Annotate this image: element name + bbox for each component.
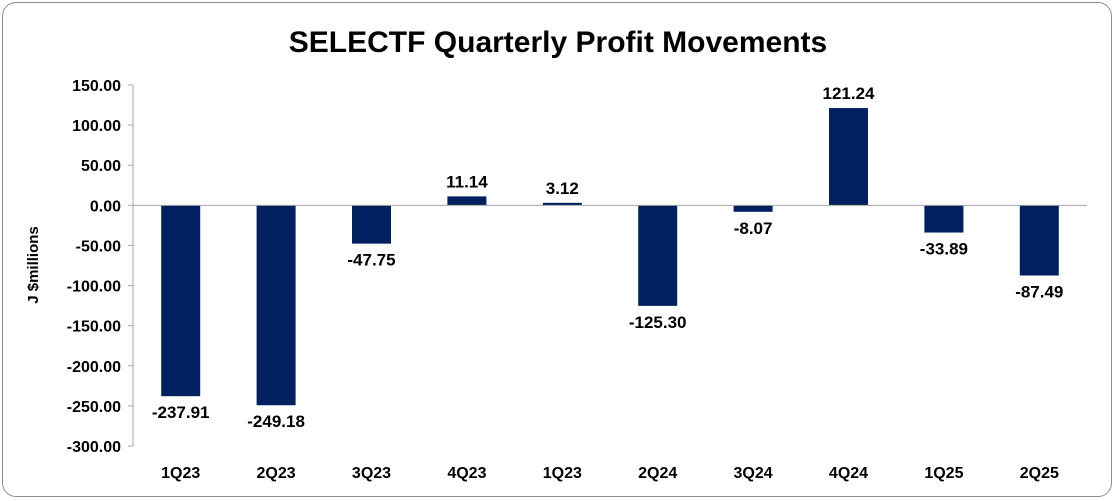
data-label-8: 121.24 — [823, 84, 876, 103]
x-tick-label-2: 2Q23 — [257, 465, 296, 482]
x-tick-label-4: 4Q23 — [447, 465, 486, 482]
y-axis: 150.00 100.00 50.00 0.00 -50.00 -100.00 -150.0… — [67, 78, 134, 456]
bar-2 — [256, 205, 296, 406]
bars: -237.91 -249.18 -47.75 11.14 3.12 -125.30 -8.0… — [152, 84, 1064, 431]
y-tick-label: -300.00 — [67, 439, 121, 456]
y-tick-label: -50.00 — [76, 238, 121, 255]
bar-8 — [829, 108, 868, 206]
data-label-10: -87.49 — [1015, 283, 1063, 302]
y-tick-label: -250.00 — [67, 399, 121, 416]
y-tick-label: 0.00 — [90, 198, 121, 215]
bar-4 — [447, 196, 487, 206]
data-label-4: 11.14 — [446, 172, 488, 191]
y-tick-label: -100.00 — [67, 279, 121, 296]
x-tick-label-10: 2Q25 — [1020, 465, 1059, 482]
data-label-2: -249.18 — [247, 412, 305, 431]
bar-9 — [924, 205, 964, 233]
data-label-5: 3.12 — [546, 179, 579, 198]
x-tick-label-3: 3Q23 — [352, 465, 391, 482]
bar-6 — [638, 205, 678, 306]
x-tick-label-6: 2Q24 — [638, 465, 677, 482]
data-label-3: -47.75 — [347, 251, 395, 270]
x-tick-label-1: 1Q23 — [161, 465, 200, 482]
y-axis-label: J $millions — [25, 226, 42, 304]
x-tick-label-5: 1Q23 — [543, 465, 582, 482]
y-tick-label: 100.00 — [72, 118, 121, 135]
data-label-9: -33.89 — [920, 240, 968, 259]
y-tick-label: 50.00 — [81, 158, 121, 175]
y-tick-label: -200.00 — [67, 359, 121, 376]
x-tick-label-7: 3Q24 — [734, 465, 773, 482]
data-label-7: -8.07 — [734, 219, 773, 238]
x-tick-label-8: 4Q24 — [829, 465, 868, 482]
data-label-6: -125.30 — [629, 313, 687, 332]
bar-7 — [733, 205, 773, 212]
bar-5 — [542, 202, 582, 206]
x-axis: 1Q23 2Q23 3Q23 4Q23 1Q23 2Q24 3Q24 4Q24 1Q25 2Q25 — [133, 204, 1087, 482]
data-label-1: -237.91 — [152, 403, 210, 422]
bar-3 — [352, 205, 391, 244]
x-tick-label-9: 1Q25 — [924, 465, 963, 482]
bar-1 — [161, 205, 201, 397]
bar-10 — [1019, 205, 1059, 276]
y-tick-label: 150.00 — [72, 78, 121, 95]
chart-title: SELECTF Quarterly Profit Movements — [289, 26, 827, 59]
y-tick-label: -150.00 — [67, 319, 121, 336]
